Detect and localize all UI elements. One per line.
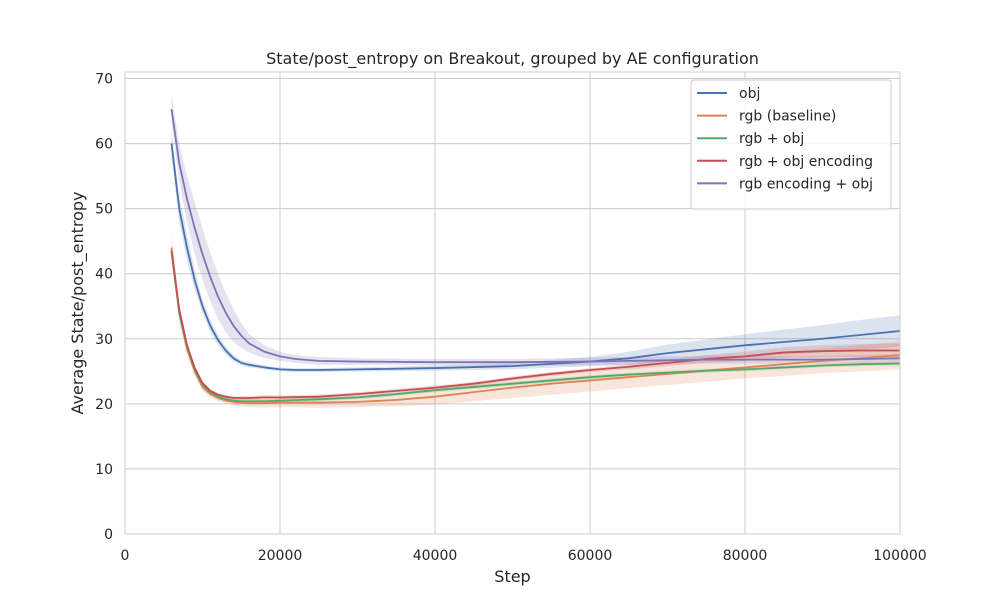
series-line bbox=[170, 108, 901, 364]
x-tick-label: 40000 bbox=[413, 548, 458, 564]
series-line bbox=[170, 250, 900, 399]
y-tick-label: 50 bbox=[95, 202, 113, 218]
plot-frame bbox=[124, 71, 901, 535]
x-tick-label: 80000 bbox=[723, 548, 768, 564]
legend-entry: rgb + obj encoding bbox=[739, 154, 873, 170]
x-axis-label: Step bbox=[494, 567, 530, 586]
y-tick-label: 20 bbox=[95, 397, 113, 413]
x-tick-label: 60000 bbox=[568, 548, 613, 564]
confidence-band bbox=[171, 244, 900, 400]
series-line bbox=[170, 250, 901, 403]
tick-labels: 0 20000 40000 60000 80000 100000 0 10 20 30 40 50 60… bbox=[95, 72, 927, 564]
legend-entry: rgb (baseline) bbox=[739, 109, 836, 125]
x-tick-label: 0 bbox=[121, 548, 130, 564]
y-axis-label: Average State/post_entropy bbox=[68, 192, 88, 415]
confidence-band bbox=[171, 234, 900, 408]
y-tick-label: 60 bbox=[95, 137, 113, 153]
y-tick-label: 0 bbox=[104, 527, 113, 543]
x-tick-label: 100000 bbox=[873, 548, 926, 564]
y-tick-label: 70 bbox=[95, 72, 113, 88]
y-tick-label: 10 bbox=[95, 462, 113, 478]
chart-title: State/post_entropy on Breakout, grouped … bbox=[266, 49, 759, 69]
confidence-band bbox=[171, 130, 900, 372]
series-line bbox=[170, 143, 901, 371]
legend-entry: obj bbox=[739, 86, 760, 102]
legend-entry: rgb encoding + obj bbox=[739, 176, 873, 192]
series-lines bbox=[170, 108, 901, 405]
x-tick-label: 20000 bbox=[258, 548, 303, 564]
legend-entry: rgb + obj bbox=[739, 131, 804, 147]
legend-box bbox=[690, 79, 892, 210]
y-tick-label: 40 bbox=[95, 267, 113, 283]
legend: obj rgb (baseline) rgb + obj rgb + obj enco… bbox=[690, 79, 892, 210]
y-tick-label: 30 bbox=[95, 332, 113, 348]
